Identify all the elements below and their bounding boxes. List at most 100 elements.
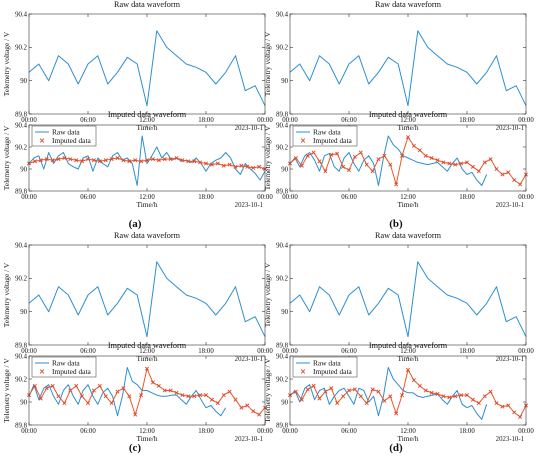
x-tick-label: 00:00 [21,348,37,355]
marker-stroke [346,388,352,393]
x-tick-label: 00:00 [518,348,534,355]
imputed-data-marker [251,409,256,414]
imputed-data-marker [221,393,226,398]
marker-stroke [198,393,203,398]
imputed-data-marker [209,397,214,402]
x-tick-label: 00:00 [21,428,37,435]
imputed-data-marker [115,389,120,394]
imputed-data-marker [80,159,85,164]
raw-data-line [289,261,527,338]
subplot-title: Raw data waveform [375,231,442,240]
marker-stroke [44,157,49,162]
subplot-title: Imputed data waveform [108,110,187,119]
marker-stroke [150,157,155,162]
y-tick-label: 90.4 [15,353,27,360]
imputed-data-marker [103,158,108,163]
imputed-data-marker [317,159,322,164]
marker-stroke [429,155,434,161]
legend-box [31,125,97,147]
marker-stroke [227,162,232,167]
marker-stroke [494,401,499,406]
x-tick-label: 00:00 [282,194,298,201]
subplot-title: Imputed data waveform [108,341,187,350]
raw-data-line [28,261,266,338]
marker-stroke [329,386,334,391]
x-tick-label: 06:00 [341,194,357,201]
marker-stroke [405,367,411,372]
imputed-data-marker [435,158,440,163]
marker-stroke [506,170,511,175]
marker-stroke [346,168,352,173]
imputed-data-marker [352,154,357,159]
imputed-data-marker [68,157,73,162]
imputed-data-marker [180,158,185,163]
marker-stroke [103,158,108,163]
imputed-data-marker [394,182,399,187]
y-axis-label: Telemetry voltage / V [263,31,272,96]
marker-stroke [156,158,161,163]
x-tick-label: 00:00 [257,117,273,124]
y-tick-label: 90 [281,309,288,316]
imputed-data-marker [482,394,487,399]
imputed-data-marker [506,170,511,175]
marker-stroke [44,386,49,391]
marker-stroke [358,150,363,155]
imputed-data-marker [293,155,298,161]
imputed-data-marker [91,388,96,393]
imputed-data-marker [400,153,405,158]
imputed-data-marker [32,159,37,164]
y-axis-label: Telemetry voltage / V [263,358,272,423]
imputed-data-marker [470,397,475,402]
x-tick-label: 18:00 [198,194,214,201]
marker-stroke [74,158,79,163]
y-axis-label: Telemetry voltage / V [2,125,11,190]
y-tick-label: 90 [281,166,288,173]
imputed-data-marker [358,150,363,155]
panel-label: (b) [389,218,403,230]
imputed-data-marker [311,150,316,155]
marker-stroke [174,390,179,395]
y-tick-label: 90 [20,309,27,316]
marker-stroke [352,154,357,159]
marker-stroke [251,409,256,414]
y-tick-label: 90.2 [276,276,288,283]
marker-stroke [341,164,346,169]
marker-stroke [293,389,298,394]
y-tick-label: 90.4 [276,122,288,129]
imputed-data-marker [453,162,458,167]
legend-imputed-swatch [300,138,306,143]
x-tick-label: 12:00 [139,348,155,355]
legend-imputed-label: Imputed data [52,136,92,145]
marker-stroke [50,383,55,388]
marker-stroke [109,157,114,162]
marker-stroke [32,159,37,164]
imputed-data-marker [482,160,487,165]
y-tick-label: 90.4 [15,242,27,249]
marker-stroke [245,403,250,408]
x-tick-label: 00:00 [257,348,273,355]
marker-stroke [329,152,334,157]
imputed-data-marker [227,162,232,167]
imputed-data-marker [203,393,209,398]
legend-box [292,125,358,147]
imputed-data-marker [411,143,416,148]
marker-stroke [447,395,452,400]
imputed-data-marker [329,152,334,157]
subplot-title: Raw data waveform [114,0,181,9]
imputed-data-marker [115,155,120,161]
imputed-data-marker [441,160,446,165]
plot-frame [28,244,266,346]
imputed-data-marker [174,155,179,161]
imputed-data-marker [382,153,387,158]
y-tick-label: 90 [20,399,27,406]
imputed-data-marker [133,412,138,417]
imputed-data-marker [44,386,49,391]
imputed-data-marker [411,378,416,383]
x-axis-label: Time/h [397,434,418,443]
imputed-data-marker [506,403,511,408]
marker-stroke [405,135,411,140]
marker-stroke [139,159,144,164]
